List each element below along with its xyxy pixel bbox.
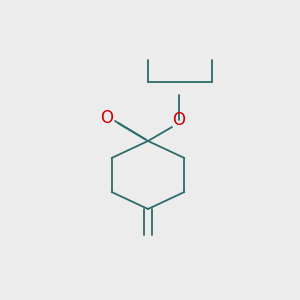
Text: O: O [172,111,185,129]
Text: O: O [100,109,113,127]
